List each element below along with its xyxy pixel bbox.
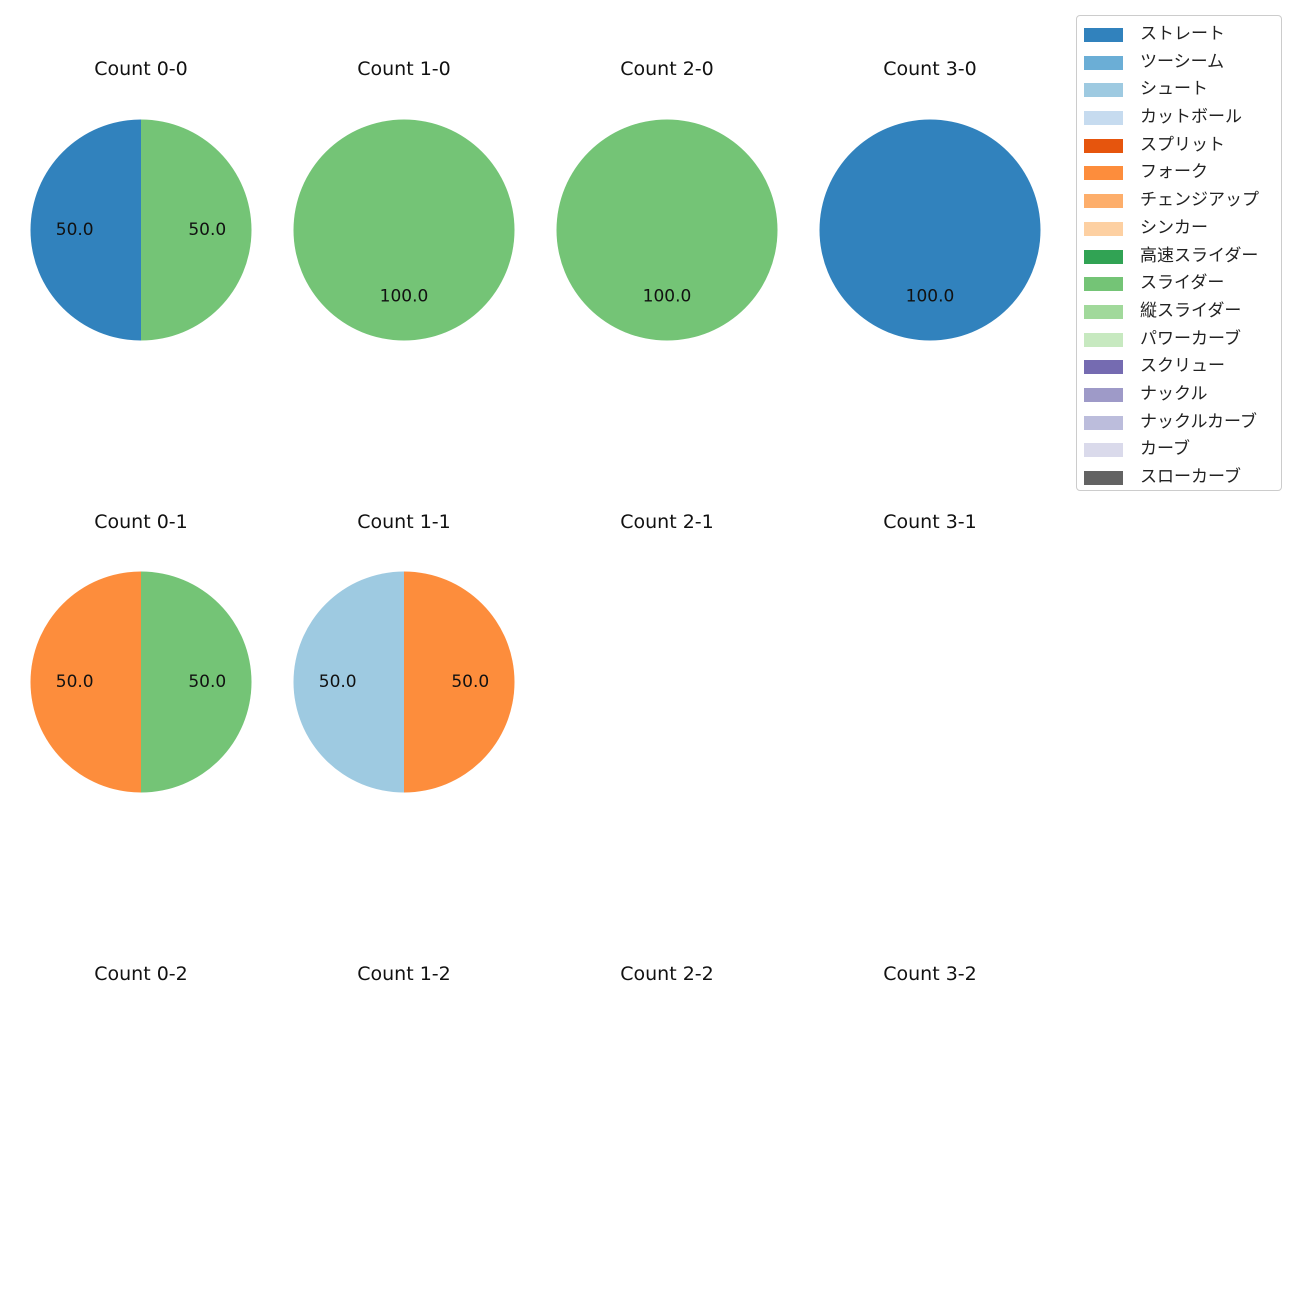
legend-item: ツーシーム [1077,49,1281,77]
legend-item: 高速スライダー [1077,243,1281,271]
panel-title: Count 1-2 [357,963,451,985]
panel-title: Count 1-1 [357,511,451,533]
legend-swatch [1084,83,1123,98]
slice-label: 50.0 [188,672,226,692]
legend-label: ナックルカーブ [1140,411,1257,432]
legend-label: ストレート [1140,24,1225,44]
legend-item: シュート [1077,76,1281,104]
legend-swatch [1084,55,1123,70]
pie-slice [141,119,252,341]
panel-title: Count 0-2 [94,963,188,985]
legend-label: カットボール [1140,107,1242,128]
pie-panel: Count 0-0 50.0 50.0 [30,58,252,341]
pie-slice [819,119,1041,341]
legend-item: パワーカーブ [1077,326,1281,354]
panel-title: Count 1-0 [357,58,451,80]
legend-swatch [1084,111,1123,126]
legend-label: チェンジアップ [1140,190,1259,211]
pie-slice [293,571,404,793]
pie-slice [30,571,142,793]
legend-swatch [1084,249,1123,264]
pie-panel: Count 3-0 100.0 [819,58,1041,341]
panel-title: Count 2-2 [620,963,714,985]
panel-title: Count 3-0 [883,58,977,80]
slice-label: 100.0 [643,286,692,306]
slice-label: 50.0 [56,220,94,240]
panel-title: Count 2-0 [620,58,714,80]
legend-swatch [1084,471,1123,485]
panel-title: Count 3-1 [883,511,977,533]
pie-panel: Count 1-1 50.0 50.0 [293,511,515,793]
legend-item: スクリュー [1077,353,1281,381]
legend-label: フォーク [1140,162,1208,183]
legend-swatch [1084,360,1123,375]
legend-label: シュート [1140,79,1208,100]
pie-slice [293,119,515,341]
panel-title: Count 2-1 [620,511,714,533]
legend-label: スプリット [1140,134,1225,155]
legend-label: スライダー [1140,273,1225,294]
legend-swatch [1084,28,1123,42]
panel-title: Count 0-0 [94,58,188,80]
slice-label: 100.0 [380,286,429,306]
legend-swatch [1084,415,1123,430]
pie-panel: Count 2-1 [620,511,714,533]
legend-item: シンカー [1077,215,1281,243]
panel-title: Count 3-2 [883,963,977,985]
legend-item: スローカーブ [1077,464,1281,492]
legend-swatch [1084,221,1123,236]
slice-label: 50.0 [56,672,94,692]
legend-item: ナックルカーブ [1077,409,1281,437]
slice-label: 100.0 [906,286,955,306]
legend-item: カットボール [1077,104,1281,132]
panel-title: Count 0-1 [94,511,188,533]
pie-slice [556,119,778,341]
legend-swatch [1084,138,1123,153]
slice-label: 50.0 [319,672,357,692]
legend-swatch [1084,277,1123,292]
slice-label: 50.0 [451,672,489,692]
legend-item: 縦スライダー [1077,298,1281,326]
legend-label: 縦スライダー [1140,300,1242,321]
legend-item: スプリット [1077,132,1281,160]
legend-label: カーブ [1140,439,1190,460]
legend-item: カーブ [1077,436,1281,464]
legend-label: スクリュー [1140,356,1225,377]
pie-panel: Count 3-2 [883,963,977,985]
pie-panel: Count 2-0 100.0 [556,58,778,341]
pie-panel: Count 1-0 100.0 [293,58,515,341]
legend-label: ナックル [1140,383,1208,404]
legend-swatch [1084,166,1123,181]
legend-item: フォーク [1077,159,1281,187]
pie-panel: Count 3-1 [883,511,977,533]
legend-swatch [1084,387,1123,402]
legend-item: スライダー [1077,270,1281,298]
legend-label: ツーシーム [1140,51,1225,72]
legend-swatch [1084,304,1123,319]
legend-item: チェンジアップ [1077,187,1281,215]
legend-item: ナックル [1077,381,1281,409]
pie-slice [30,119,142,341]
pie-slice [404,571,515,793]
pie-panel: Count 0-2 [94,963,188,985]
legend-label: パワーカーブ [1140,328,1241,349]
legend-swatch [1084,443,1123,458]
legend-item: ストレート [1077,21,1281,49]
pie-panel: Count 1-2 [357,963,451,985]
legend-swatch [1084,332,1123,347]
legend-label: シンカー [1140,217,1208,238]
legend-swatch [1084,194,1123,209]
slice-label: 50.0 [188,220,226,240]
legend: ストレートツーシームシュートカットボール スプリットフォークチェンジアップ シンカー… [1076,15,1282,491]
legend-label: スローカーブ [1140,467,1241,487]
pie-panel: Count 2-2 [620,963,714,985]
legend-label: 高速スライダー [1140,245,1259,266]
pie-slice [141,571,252,793]
pie-panel: Count 0-1 50.0 50.0 [30,511,252,793]
